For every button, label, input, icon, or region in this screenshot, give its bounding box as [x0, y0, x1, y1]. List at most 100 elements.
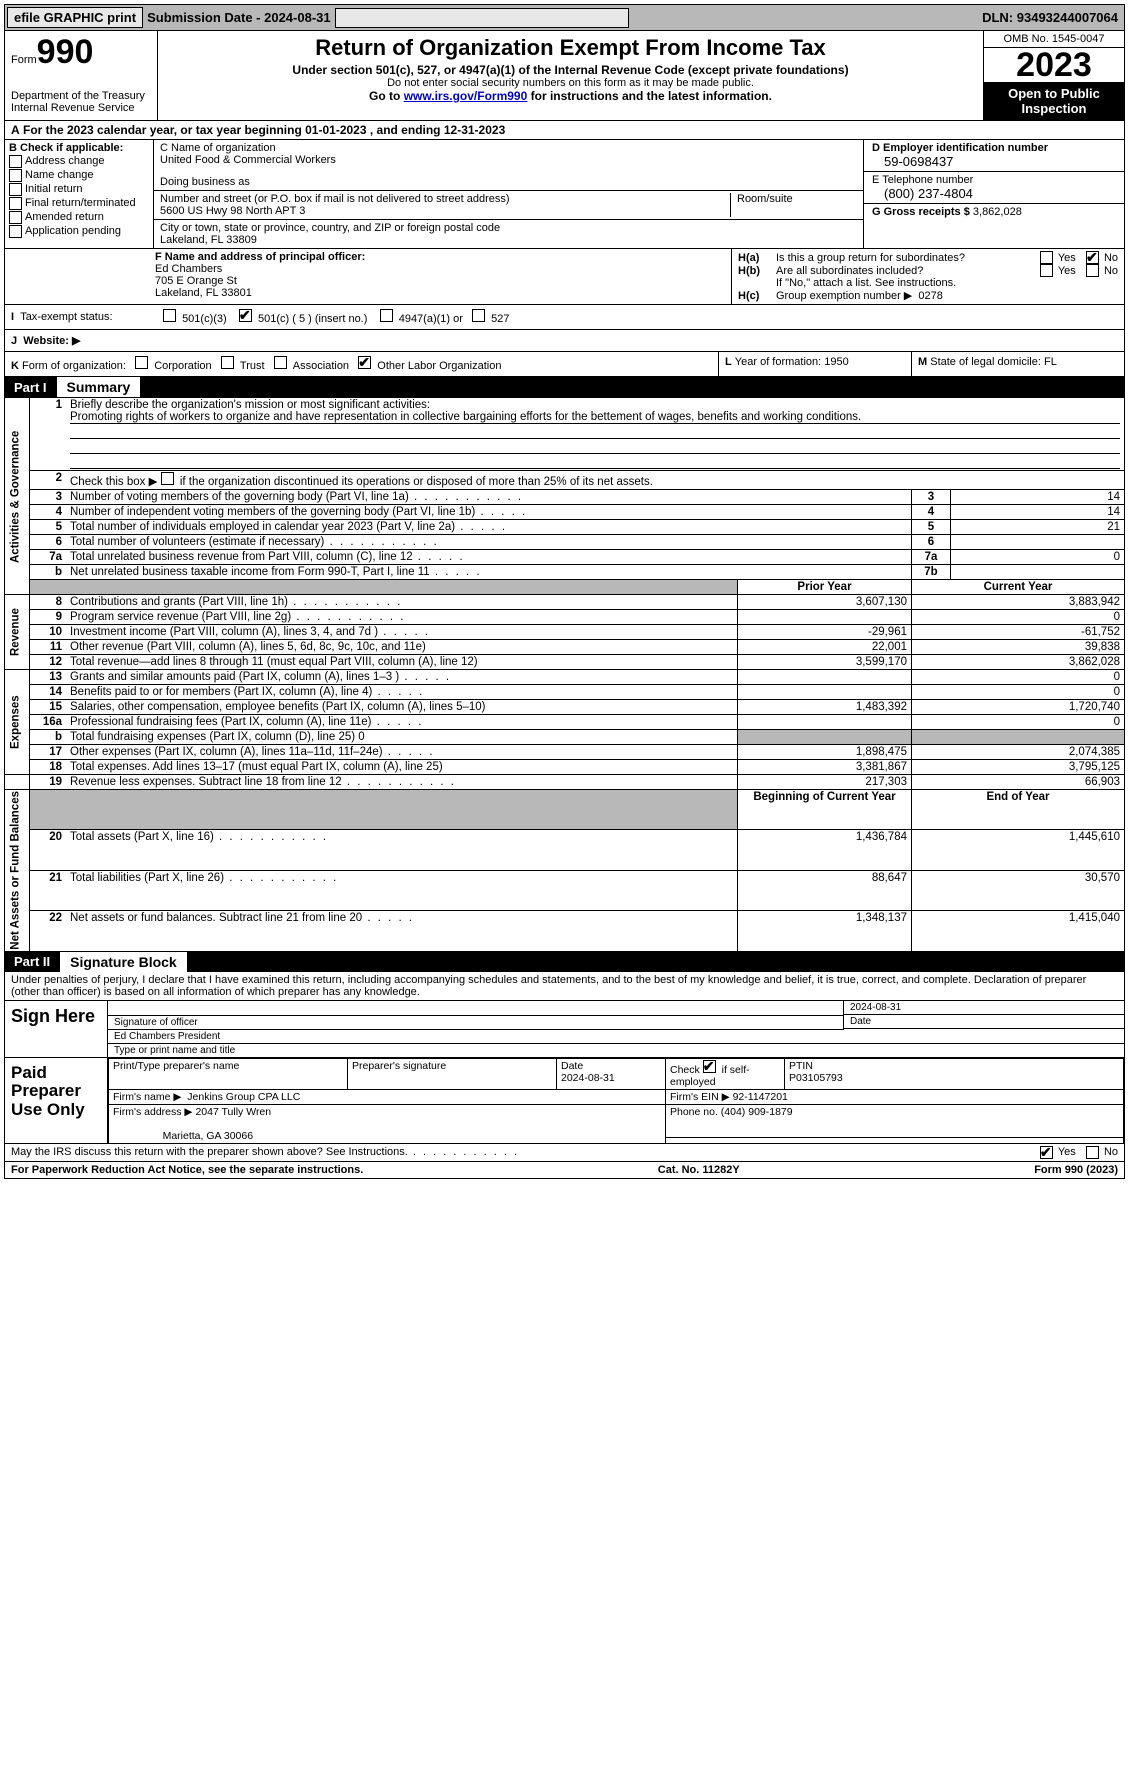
line2-num: 2 [30, 471, 67, 490]
street-value: 5600 US Hwy 98 North APT 3 [160, 205, 726, 217]
chk-name-change[interactable]: Name change [9, 169, 149, 182]
chk-address-change[interactable]: Address change [9, 155, 149, 168]
form-number: 990 [37, 33, 94, 71]
line11-cur: 39,838 [912, 640, 1125, 655]
checkbox-icon[interactable] [1086, 1146, 1099, 1159]
firm-phone-cell: Phone no. (404) 909-1879 [666, 1104, 1124, 1137]
line17-cur: 2,074,385 [912, 745, 1125, 760]
line7a-box: 7a [912, 550, 951, 565]
line4-num: 4 [30, 505, 67, 520]
checkbox-icon[interactable] [9, 225, 22, 238]
line6-box: 6 [912, 535, 951, 550]
checkbox-icon[interactable] [1040, 264, 1053, 277]
checkbox-icon[interactable] [472, 309, 485, 322]
checkbox-icon[interactable] [1040, 251, 1053, 264]
hb-label: H(b) [738, 265, 776, 277]
line9-desc: Program service revenue (Part VIII, line… [66, 610, 738, 625]
line13-num: 13 [30, 670, 67, 685]
city-label: City or town, state or province, country… [160, 222, 857, 234]
part1-title: Summary [57, 377, 141, 397]
checkbox-icon[interactable] [703, 1060, 716, 1073]
line4-desc: Number of independent voting members of … [66, 505, 912, 520]
efile-print-button[interactable]: efile GRAPHIC print [7, 7, 143, 28]
checkbox-icon[interactable] [9, 211, 22, 224]
checkbox-icon[interactable] [221, 356, 234, 369]
checkbox-icon[interactable] [9, 169, 22, 182]
line12-num: 12 [30, 655, 67, 670]
line17-prior: 1,898,475 [738, 745, 912, 760]
gross-value: 3,862,028 [973, 206, 1022, 218]
title-sub1: Under section 501(c), 527, or 4947(a)(1)… [162, 63, 979, 77]
room-label: Room/suite [731, 193, 857, 217]
checkbox-icon[interactable] [163, 309, 176, 322]
state-domicile: M State of legal domicile: FL [911, 352, 1124, 376]
line7b-box: 7b [912, 565, 951, 580]
line12-desc: Total revenue—add lines 8 through 11 (mu… [66, 655, 738, 670]
row-k: K Form of organization: Corporation Trus… [4, 352, 1125, 377]
street-cell: Number and street (or P.O. box if mail i… [154, 191, 863, 220]
line22-desc: Net assets or fund balances. Subtract li… [66, 911, 738, 951]
chk-amended[interactable]: Amended return [9, 211, 149, 224]
submission-label: Submission Date - 2024-08-31 [147, 10, 331, 25]
prep-date-cell: Date2024-08-31 [557, 1058, 666, 1089]
row-f: F Name and address of principal officer:… [4, 249, 1125, 305]
officer-addr2: Lakeland, FL 33801 [155, 287, 581, 299]
line16a-num: 16a [30, 715, 67, 730]
col-b-header: B Check if applicable: [9, 142, 149, 154]
line15-prior: 1,483,392 [738, 700, 912, 715]
city-value: Lakeland, FL 33809 [160, 234, 857, 246]
checkbox-icon[interactable] [239, 309, 252, 322]
line18-desc: Total expenses. Add lines 13–17 (must eq… [66, 760, 738, 775]
title-cell: Return of Organization Exempt From Incom… [158, 31, 983, 120]
website-label: Website: ▶ [23, 335, 80, 347]
firm-addr-cell: Firm's address ▶ 2047 Tully Wren Mariett… [109, 1104, 666, 1143]
checkbox-icon[interactable] [358, 356, 371, 369]
firm-name-cell: Firm's name ▶ Jenkins Group CPA LLC [109, 1089, 666, 1104]
print-name-label: Print/Type preparer's name [109, 1058, 348, 1089]
paid-preparer-row: Paid Preparer Use Only Print/Type prepar… [5, 1057, 1124, 1143]
part1-header: Part I Summary [4, 377, 1125, 397]
irs-link[interactable]: www.irs.gov/Form990 [404, 89, 528, 103]
chk-initial-return[interactable]: Initial return [9, 183, 149, 196]
hc-label: H(c) [738, 290, 776, 302]
col-b: B Check if applicable: Address change Na… [5, 140, 154, 248]
exempt-status-label: Tax-exempt status: [20, 311, 112, 323]
line19-num: 19 [30, 775, 67, 790]
checkbox-icon[interactable] [135, 356, 148, 369]
chk-app-pending[interactable]: Application pending [9, 225, 149, 238]
line5-box: 5 [912, 520, 951, 535]
checkbox-icon[interactable] [274, 356, 287, 369]
line10-num: 10 [30, 625, 67, 640]
checkbox-icon[interactable] [1086, 251, 1099, 264]
year-cell: OMB No. 1545-0047 2023 Open to Public In… [983, 31, 1124, 120]
sig-date: 2024-08-31 [844, 1001, 1124, 1015]
part2-label: Part II [4, 952, 60, 971]
checkbox-icon[interactable] [1040, 1146, 1053, 1159]
city-cell: City or town, state or province, country… [154, 220, 863, 248]
line10-prior: -29,961 [738, 625, 912, 640]
checkbox-icon[interactable] [1086, 264, 1099, 277]
exp-gap [5, 775, 30, 790]
line14-prior [738, 685, 912, 700]
discuss-text: May the IRS discuss this return with the… [11, 1146, 519, 1158]
checkbox-icon[interactable] [9, 155, 22, 168]
line3-num: 3 [30, 490, 67, 505]
checkbox-icon[interactable] [380, 309, 393, 322]
checkbox-icon[interactable] [161, 472, 174, 485]
line18-prior: 3,381,867 [738, 760, 912, 775]
firm-ein-cell: Firm's EIN ▶ 92-1147201 [666, 1089, 1124, 1104]
line20-prior: 1,436,784 [738, 830, 912, 870]
inspection-badge: Open to Public Inspection [984, 82, 1124, 120]
line22-cur: 1,415,040 [912, 911, 1125, 951]
line16b-cur [912, 730, 1125, 745]
checkbox-icon[interactable] [9, 183, 22, 196]
org-name: United Food & Commercial Workers [160, 154, 857, 166]
end-year-hdr: End of Year [912, 790, 1125, 830]
line3-desc: Number of voting members of the governin… [66, 490, 912, 505]
chk-final-return[interactable]: Final return/terminated [9, 197, 149, 210]
checkbox-icon[interactable] [9, 197, 22, 210]
officer-name-title: Ed Chambers President [108, 1030, 1124, 1043]
line5-val: 21 [951, 520, 1125, 535]
line10-cur: -61,752 [912, 625, 1125, 640]
line20-desc: Total assets (Part X, line 16) [66, 830, 738, 870]
